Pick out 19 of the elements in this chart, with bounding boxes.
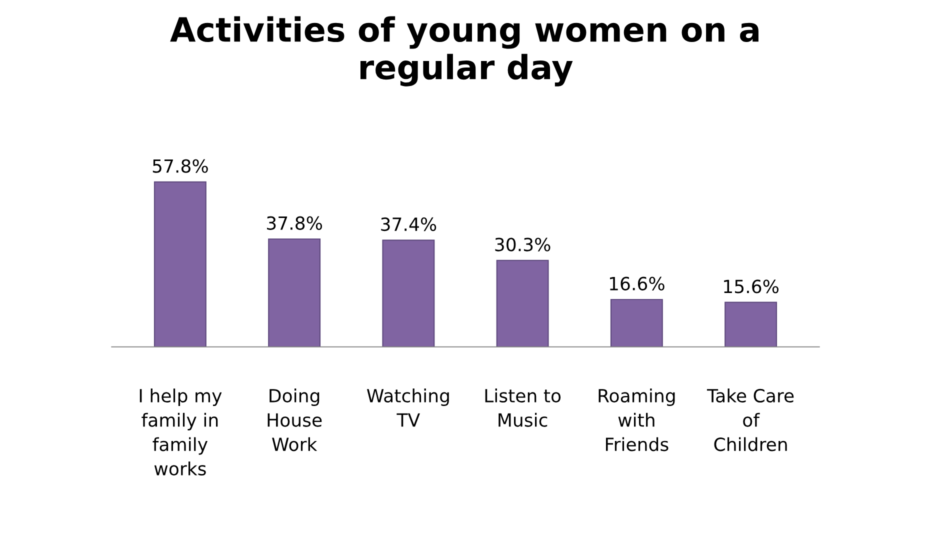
x-tick-label: Listen to Music <box>485 388 561 427</box>
x-tick-label: I help my family in family works <box>140 388 222 476</box>
bar <box>154 181 206 347</box>
data-label: 37.8% <box>267 216 322 230</box>
bar <box>496 260 549 347</box>
bar <box>268 238 321 347</box>
bar <box>382 240 435 347</box>
bar <box>610 298 663 347</box>
x-tick-label: Watching TV <box>366 388 449 427</box>
data-label: 57.8% <box>152 159 208 173</box>
chart-title: Activities of young women on a regular day <box>170 16 758 86</box>
data-label: 15.6% <box>724 280 778 294</box>
x-tick-label: Take Care of Children <box>706 388 794 452</box>
data-label: 37.4% <box>381 217 436 232</box>
x-tick-label: Doing House Work <box>268 388 322 452</box>
data-label: 30.3% <box>495 238 550 252</box>
data-label: 16.6% <box>610 276 664 290</box>
bar <box>724 302 778 347</box>
x-tick-label: Roaming with Friends <box>598 388 675 452</box>
